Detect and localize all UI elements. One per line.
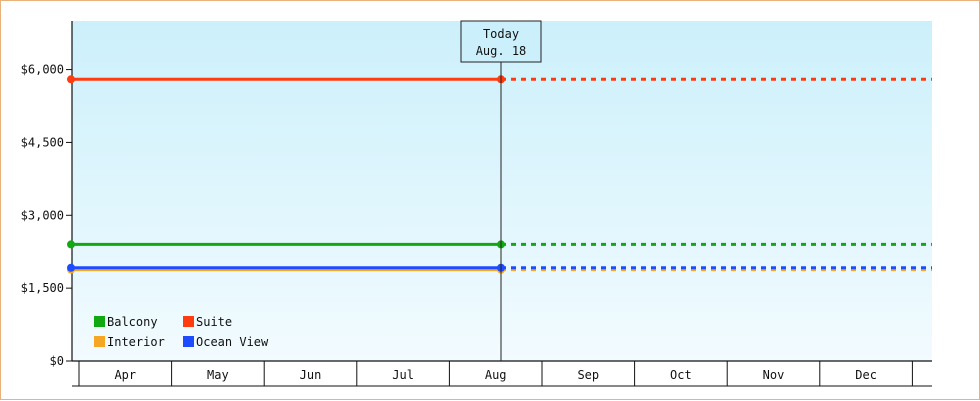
y-tick-label: $0 [50, 354, 64, 368]
x-tick-label: Sep [577, 368, 599, 382]
today-marker: Today Aug. 18 [460, 20, 542, 361]
x-tick-label: May [207, 368, 229, 382]
legend-label: Interior [107, 335, 165, 349]
legend-swatch [94, 336, 105, 347]
series-suite [67, 75, 932, 84]
legend-item: Balcony [94, 315, 158, 329]
legend-item: Ocean View [183, 335, 269, 349]
today-box [460, 20, 542, 63]
legend-label: Suite [196, 315, 232, 329]
legend-item: Suite [183, 315, 232, 329]
legend-swatch [183, 316, 194, 327]
x-axis: Apr May Jun Jul Aug Sep Oct Nov Dec [72, 360, 932, 387]
x-tick-label: Nov [763, 368, 785, 382]
legend-label: Balcony [107, 315, 158, 329]
today-label: Today [483, 27, 519, 41]
plot-background [72, 21, 932, 361]
x-tick-label: Dec [855, 368, 877, 382]
series-point-start [67, 75, 75, 84]
x-tick-label: Aug [485, 368, 507, 382]
legend-item: Interior [94, 335, 165, 349]
legend-swatch [94, 316, 105, 327]
x-tick-label: Apr [114, 368, 136, 382]
x-tick-label: Jun [300, 368, 322, 382]
y-tick-label: $1,500 [21, 281, 64, 295]
series-layer [67, 75, 932, 274]
x-tick-label: Jul [392, 368, 414, 382]
chart-legend: Balcony Suite Interior Ocean View [94, 315, 269, 349]
y-axis: $0 $1,500 $3,000 $4,500 $6,000 [21, 21, 73, 368]
y-tick-label: $6,000 [21, 63, 64, 77]
x-tick-label: Oct [670, 368, 692, 382]
y-tick-label: $4,500 [21, 135, 64, 149]
series-ocean-view [67, 263, 932, 272]
today-date-label: Aug. 18 [476, 44, 527, 58]
series-point-start [67, 240, 75, 249]
y-tick-label: $3,000 [21, 208, 64, 222]
series-point-start [67, 263, 75, 272]
legend-swatch [183, 336, 194, 347]
legend-label: Ocean View [196, 335, 269, 349]
